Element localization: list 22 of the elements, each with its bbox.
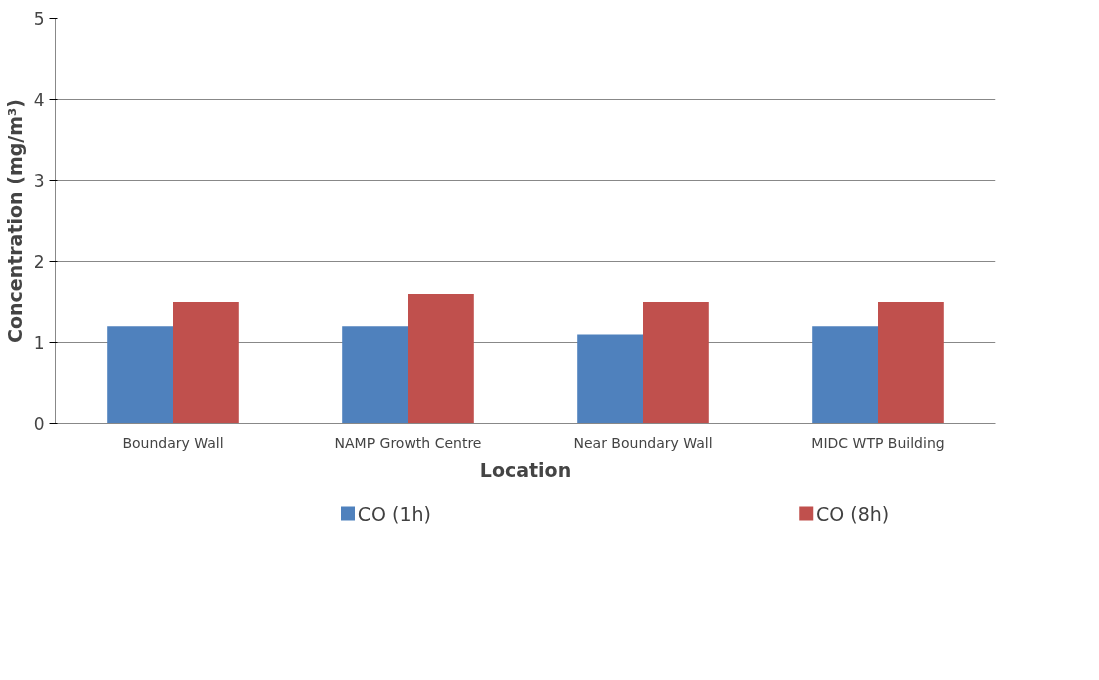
legend-label: CO (8h) — [816, 502, 890, 525]
x-tick-label: Boundary Wall — [122, 434, 224, 451]
bar — [577, 334, 643, 424]
y-tick-label: 0 — [33, 414, 45, 434]
bar — [107, 326, 173, 424]
y-tick-label: 2 — [33, 252, 45, 272]
bar — [878, 302, 944, 424]
y-tick-label: 5 — [33, 9, 45, 29]
bar — [342, 326, 408, 424]
y-tick-label: 3 — [33, 171, 45, 191]
y-axis-title: Concentration (mg/m³) — [3, 98, 26, 344]
bar — [643, 302, 709, 424]
legend-label: CO (1h) — [357, 502, 431, 525]
x-axis-title: Location — [479, 458, 572, 481]
bar — [812, 326, 878, 424]
y-tick-label: 1 — [33, 333, 45, 353]
x-tick-label: NAMP Growth Centre — [334, 434, 482, 451]
bar — [408, 293, 474, 424]
y-tick-label: 4 — [33, 90, 45, 110]
x-tick-label: Near Boundary Wall — [573, 434, 713, 451]
bar — [173, 302, 239, 424]
x-tick-label: MIDC WTP Building — [811, 434, 945, 451]
